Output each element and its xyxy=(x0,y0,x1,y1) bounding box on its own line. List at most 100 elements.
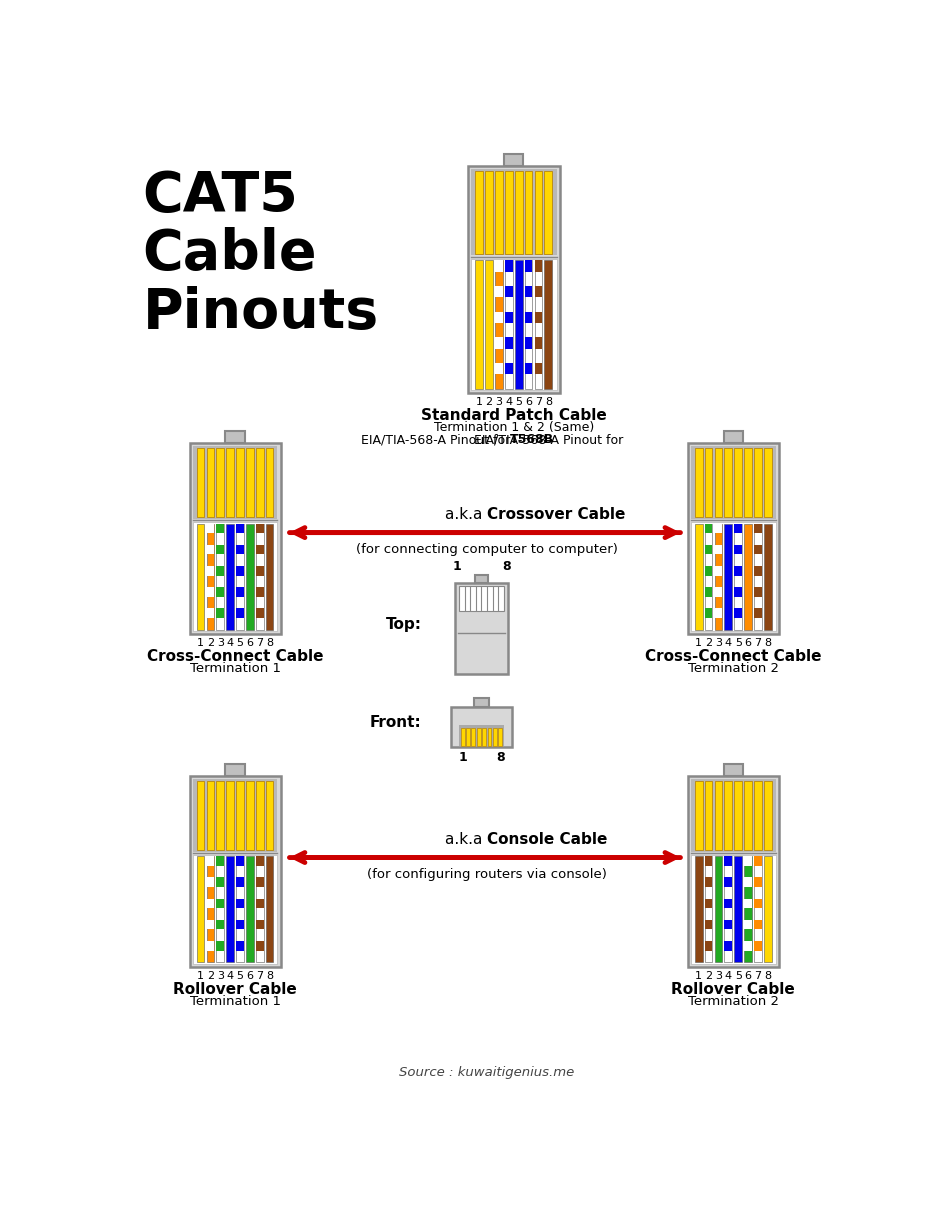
Text: 7: 7 xyxy=(256,638,263,648)
Text: Rollover Cable: Rollover Cable xyxy=(672,982,795,996)
Bar xyxy=(256,781,263,850)
Text: 2: 2 xyxy=(485,397,493,407)
Text: T568B: T568B xyxy=(510,433,554,446)
Bar xyxy=(754,781,762,850)
Text: 2: 2 xyxy=(207,638,214,648)
Bar xyxy=(734,524,742,533)
Bar xyxy=(535,260,542,272)
Text: 6: 6 xyxy=(745,970,751,980)
Bar xyxy=(705,545,712,555)
Text: 6: 6 xyxy=(246,970,254,980)
Bar xyxy=(725,899,732,908)
Text: 6: 6 xyxy=(246,638,254,648)
Bar xyxy=(217,524,224,533)
Bar xyxy=(190,776,280,967)
Bar xyxy=(225,764,245,776)
Text: Standard Patch Cable: Standard Patch Cable xyxy=(421,408,607,423)
Bar xyxy=(266,524,274,630)
Bar xyxy=(725,448,732,518)
Bar xyxy=(744,524,751,630)
Text: 1: 1 xyxy=(476,397,483,407)
Bar xyxy=(744,781,751,850)
Bar xyxy=(217,524,224,630)
Bar xyxy=(246,524,254,630)
Bar xyxy=(754,920,762,930)
Bar xyxy=(217,856,224,962)
Bar xyxy=(724,430,743,443)
Bar xyxy=(485,171,493,253)
Bar xyxy=(466,728,470,745)
Text: 4: 4 xyxy=(725,638,732,648)
Bar xyxy=(206,566,215,576)
Bar xyxy=(193,522,277,631)
Bar xyxy=(256,877,263,887)
Bar xyxy=(495,285,503,298)
Text: 7: 7 xyxy=(754,638,762,648)
Bar xyxy=(226,856,234,962)
Bar xyxy=(764,781,771,850)
Text: Termination 2: Termination 2 xyxy=(688,995,779,1007)
Bar xyxy=(754,524,762,630)
Bar xyxy=(705,781,712,850)
Bar xyxy=(217,920,224,930)
Text: a.k.a: a.k.a xyxy=(445,507,486,522)
Bar xyxy=(256,609,263,617)
Text: 7: 7 xyxy=(256,970,263,980)
Bar xyxy=(515,171,523,253)
Bar xyxy=(495,311,503,323)
Bar xyxy=(535,363,542,374)
Bar xyxy=(266,781,274,850)
Text: Source : kuwaitigenius.me: Source : kuwaitigenius.me xyxy=(399,1066,575,1079)
Bar xyxy=(197,781,204,850)
Text: 2: 2 xyxy=(705,970,712,980)
Bar xyxy=(524,260,532,389)
Bar xyxy=(734,545,742,555)
Bar xyxy=(714,856,722,962)
Bar xyxy=(206,856,215,962)
Bar xyxy=(237,856,244,866)
Text: 2: 2 xyxy=(207,970,214,980)
Bar xyxy=(237,877,244,887)
Bar xyxy=(226,781,234,850)
Bar xyxy=(725,524,732,630)
Bar xyxy=(237,587,244,597)
Bar xyxy=(226,448,234,518)
Bar xyxy=(206,920,215,930)
Bar xyxy=(226,524,234,630)
Bar xyxy=(725,941,732,951)
Bar xyxy=(734,448,742,518)
Bar xyxy=(695,524,703,630)
Bar xyxy=(467,166,560,394)
Bar xyxy=(725,920,732,930)
Bar xyxy=(470,258,557,390)
Bar xyxy=(714,448,722,518)
Text: 5: 5 xyxy=(237,638,243,648)
Bar xyxy=(237,899,244,908)
Bar xyxy=(256,545,263,555)
Bar xyxy=(714,781,722,850)
Bar xyxy=(754,941,762,951)
Bar xyxy=(524,337,532,349)
Bar xyxy=(524,260,532,272)
Bar xyxy=(725,877,732,887)
Bar xyxy=(256,899,263,908)
Bar xyxy=(217,781,224,850)
Bar xyxy=(714,609,722,617)
Text: Termination 1: Termination 1 xyxy=(190,995,280,1007)
Bar xyxy=(691,855,775,964)
Bar xyxy=(705,877,712,887)
Text: CAT5
Cable
Pinouts: CAT5 Cable Pinouts xyxy=(142,170,379,339)
Text: 5: 5 xyxy=(515,397,523,407)
Bar xyxy=(206,781,215,850)
Bar xyxy=(734,587,742,597)
Text: Termination 1 & 2 (Same): Termination 1 & 2 (Same) xyxy=(434,421,594,434)
Bar xyxy=(477,728,481,745)
Bar xyxy=(495,260,503,389)
Bar xyxy=(206,545,215,555)
Bar xyxy=(206,877,215,887)
Bar xyxy=(691,779,775,851)
Text: a.k.a: a.k.a xyxy=(445,831,486,846)
Bar xyxy=(193,446,277,519)
Bar xyxy=(535,285,542,298)
Bar xyxy=(744,856,751,866)
